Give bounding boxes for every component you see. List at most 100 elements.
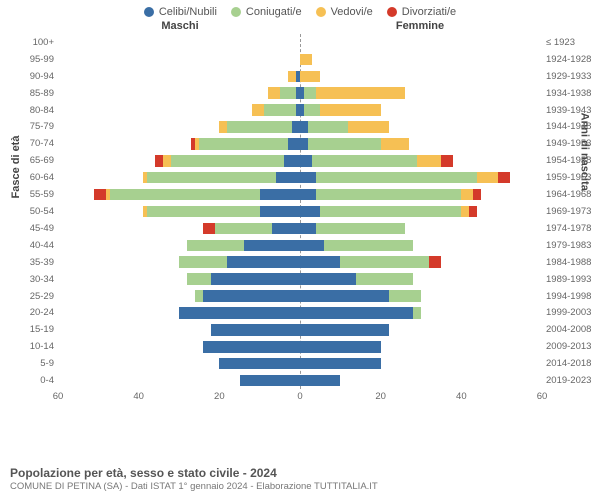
legend: Celibi/NubiliConiugati/eVedovi/eDivorzia… [0,0,600,20]
male-half [58,169,300,186]
female-bar [300,104,381,115]
year-label: 1929-1933 [546,71,596,82]
segment-c [187,273,211,284]
female-bar [300,121,389,132]
segment-c [389,290,421,301]
female-half [300,169,542,186]
pyramid-row: 35-391984-1988 [58,254,542,271]
segment-s [260,189,300,200]
pyramid-row: 85-891934-1938 [58,85,542,102]
male-half [58,220,300,237]
year-label: 1994-1998 [546,291,596,302]
x-tick: 60 [53,391,64,402]
segment-s [300,290,389,301]
age-label: 40-44 [18,240,54,251]
legend-label: Coniugati/e [246,6,302,18]
female-bar [300,307,421,318]
pyramid-row: 30-341989-1993 [58,271,542,288]
female-half [300,119,542,136]
male-bar [187,273,300,284]
year-label: 1944-1948 [546,121,596,132]
legend-label: Vedovi/e [331,6,373,18]
segment-s [300,155,312,166]
x-tick: 0 [297,391,302,402]
segment-s [211,324,300,335]
male-bar [240,375,301,386]
pyramid-row: 100+≤ 1923 [58,34,542,51]
male-bar [155,155,300,166]
segment-w [268,87,280,98]
age-label: 5-9 [18,358,54,369]
female-half [300,135,542,152]
segment-s [300,206,320,217]
segment-s [300,256,340,267]
female-half [300,34,542,51]
segment-w [320,104,380,115]
segment-c [316,223,405,234]
male-half [58,34,300,51]
pyramid-row: 80-841939-1943 [58,102,542,119]
x-tick: 20 [214,391,225,402]
male-bar [143,206,300,217]
pyramid-row: 45-491974-1978 [58,220,542,237]
pyramid-row: 55-591964-1968 [58,186,542,203]
age-label: 80-84 [18,105,54,116]
male-half [58,135,300,152]
male-half [58,119,300,136]
female-bar [300,87,405,98]
female-half [300,305,542,322]
male-half [58,254,300,271]
male-half [58,321,300,338]
segment-w [300,54,312,65]
female-bar [300,54,312,65]
male-bar [203,223,300,234]
year-label: 1939-1943 [546,105,596,116]
segment-c [308,138,381,149]
segment-s [219,358,300,369]
year-label: 1964-1968 [546,189,596,200]
pyramid-row: 95-991924-1928 [58,51,542,68]
segment-s [260,206,300,217]
segment-w [219,121,227,132]
age-label: 75-79 [18,121,54,132]
segment-c [304,87,316,98]
segment-w [381,138,409,149]
female-bar [300,290,421,301]
age-label: 30-34 [18,274,54,285]
segment-s [203,290,300,301]
female-half [300,271,542,288]
pyramid-row: 0-42019-2023 [58,372,542,389]
female-half [300,68,542,85]
chart-area: Fasce di età Anni di nascita 100+≤ 19239… [58,34,542,414]
female-bar [300,138,409,149]
male-bar [94,189,300,200]
female-bar [300,71,320,82]
male-half [58,203,300,220]
year-label: 1949-1953 [546,138,596,149]
male-bar [219,358,300,369]
segment-w [461,206,469,217]
rows-container: 100+≤ 192395-991924-192890-941929-193385… [58,34,542,389]
segment-s [300,307,413,318]
segment-c [179,256,227,267]
female-half [300,203,542,220]
female-bar [300,324,389,335]
female-half [300,372,542,389]
male-half [58,271,300,288]
age-label: 90-94 [18,71,54,82]
segment-c [316,172,477,183]
segment-c [110,189,259,200]
female-bar [300,341,381,352]
segment-c [320,206,461,217]
segment-s [300,189,316,200]
male-half [58,237,300,254]
segment-s [179,307,300,318]
male-half [58,372,300,389]
male-half [58,355,300,372]
pyramid-plot: 100+≤ 192395-991924-192890-941929-193385… [58,34,542,389]
pyramid-row: 75-791944-1948 [58,119,542,136]
female-half [300,288,542,305]
pyramid-row: 20-241999-2003 [58,305,542,322]
age-label: 65-69 [18,155,54,166]
chart-subtitle: COMUNE DI PETINA (SA) - Dati ISTAT 1° ge… [10,481,590,492]
